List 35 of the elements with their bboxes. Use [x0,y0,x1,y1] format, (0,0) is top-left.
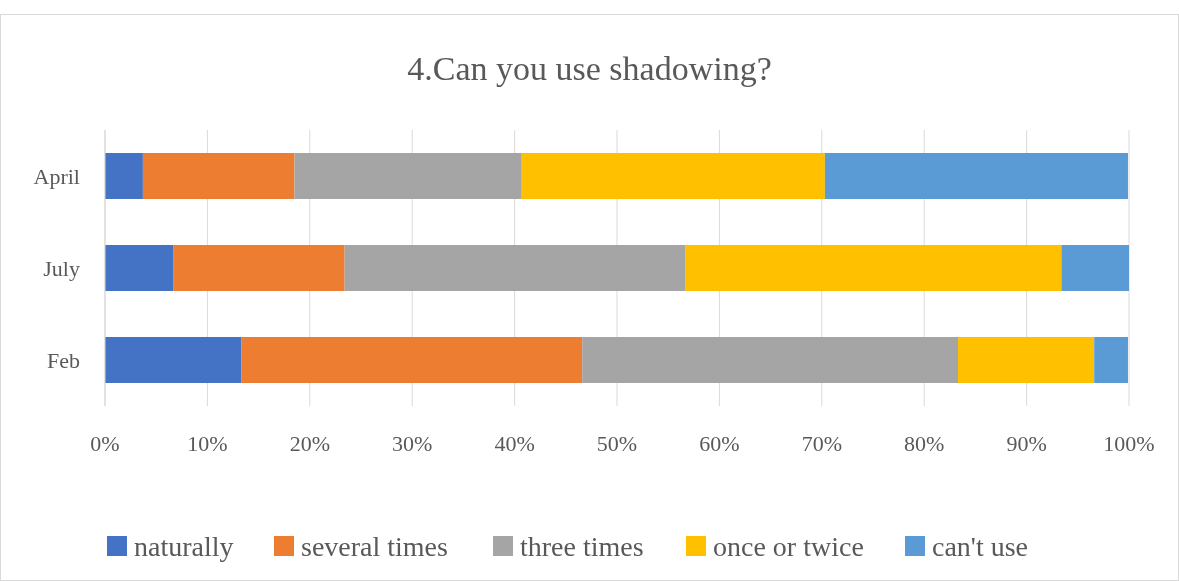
bar [105,245,174,291]
x-tick-label: 90% [1006,431,1047,456]
bar [344,245,686,291]
bar [294,153,522,199]
x-tick-label: 0% [90,431,120,456]
x-tick-label: 80% [904,431,945,456]
bar [105,337,242,383]
x-tick-label: 10% [187,431,228,456]
legend-label: can't use [932,530,1029,562]
bar [685,245,1062,291]
x-tick-label: 100% [1103,431,1155,456]
bar [1061,245,1129,291]
legend-label: naturally [134,530,234,562]
bar [105,153,143,199]
bar [1094,337,1128,383]
legend-label: once or twice [713,530,864,562]
y-tick-label: April [33,163,80,189]
y-tick-label: July [43,255,80,281]
bar [521,153,825,199]
x-tick-label: 30% [392,431,433,456]
chart-title: 4.Can you use shadowing? [407,50,772,87]
bar [957,337,1095,383]
bar [241,337,583,383]
legend-label: three times [520,530,644,562]
x-tick-label: 70% [801,431,842,456]
x-tick-label: 40% [494,431,535,456]
x-tick-label: 60% [699,431,740,456]
x-tick-label: 20% [289,431,330,456]
bar [173,245,345,291]
bar [142,153,295,199]
legend-label: several times [301,530,448,562]
bar [824,153,1128,199]
x-tick-label: 50% [596,431,638,456]
y-tick-label: Feb [47,347,80,373]
bar [582,337,958,383]
